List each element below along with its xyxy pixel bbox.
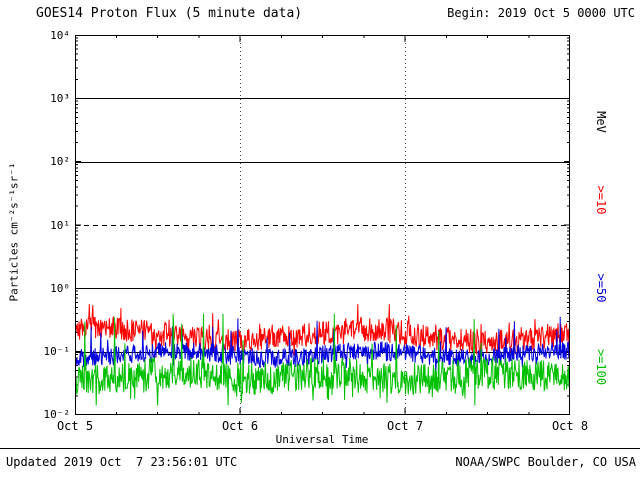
right-axis-unit-label: MeV — [594, 111, 608, 133]
y-tick-label: 10¹ — [50, 219, 70, 232]
x-tick-label: Oct 7 — [386, 419, 424, 433]
y-tick-label: 10⁴ — [50, 29, 70, 42]
series-label-ge50: >=50 — [594, 273, 608, 303]
y-axis-label: Particles cm⁻²s⁻¹sr⁻¹ — [7, 162, 21, 302]
x-tick-label: Oct 8 — [551, 419, 589, 433]
y-tick-label: 10³ — [50, 92, 70, 105]
begin-timestamp: Begin: 2019 Oct 5 0000 UTC — [447, 6, 635, 20]
data-source-label: NOAA/SWPC Boulder, CO USA — [455, 455, 636, 469]
y-tick-label: 10⁻¹ — [43, 345, 71, 358]
flux-chart-svg — [74, 35, 571, 415]
series-label-ge100: >=100 — [594, 348, 608, 386]
plot-area — [74, 35, 571, 415]
series-label-ge10: >=10 — [594, 185, 608, 215]
x-axis-label: Universal Time — [275, 433, 369, 446]
footer-divider — [0, 448, 640, 449]
y-tick-label: 10⁻² — [43, 408, 71, 421]
y-tick-label: 10⁰ — [50, 282, 70, 295]
x-tick-label: Oct 6 — [221, 419, 259, 433]
chart-title: GOES14 Proton Flux (5 minute data) — [36, 6, 303, 21]
x-tick-label: Oct 5 — [56, 419, 94, 433]
y-tick-label: 10² — [50, 155, 70, 168]
updated-timestamp: Updated 2019 Oct 7 23:56:01 UTC — [6, 455, 238, 469]
